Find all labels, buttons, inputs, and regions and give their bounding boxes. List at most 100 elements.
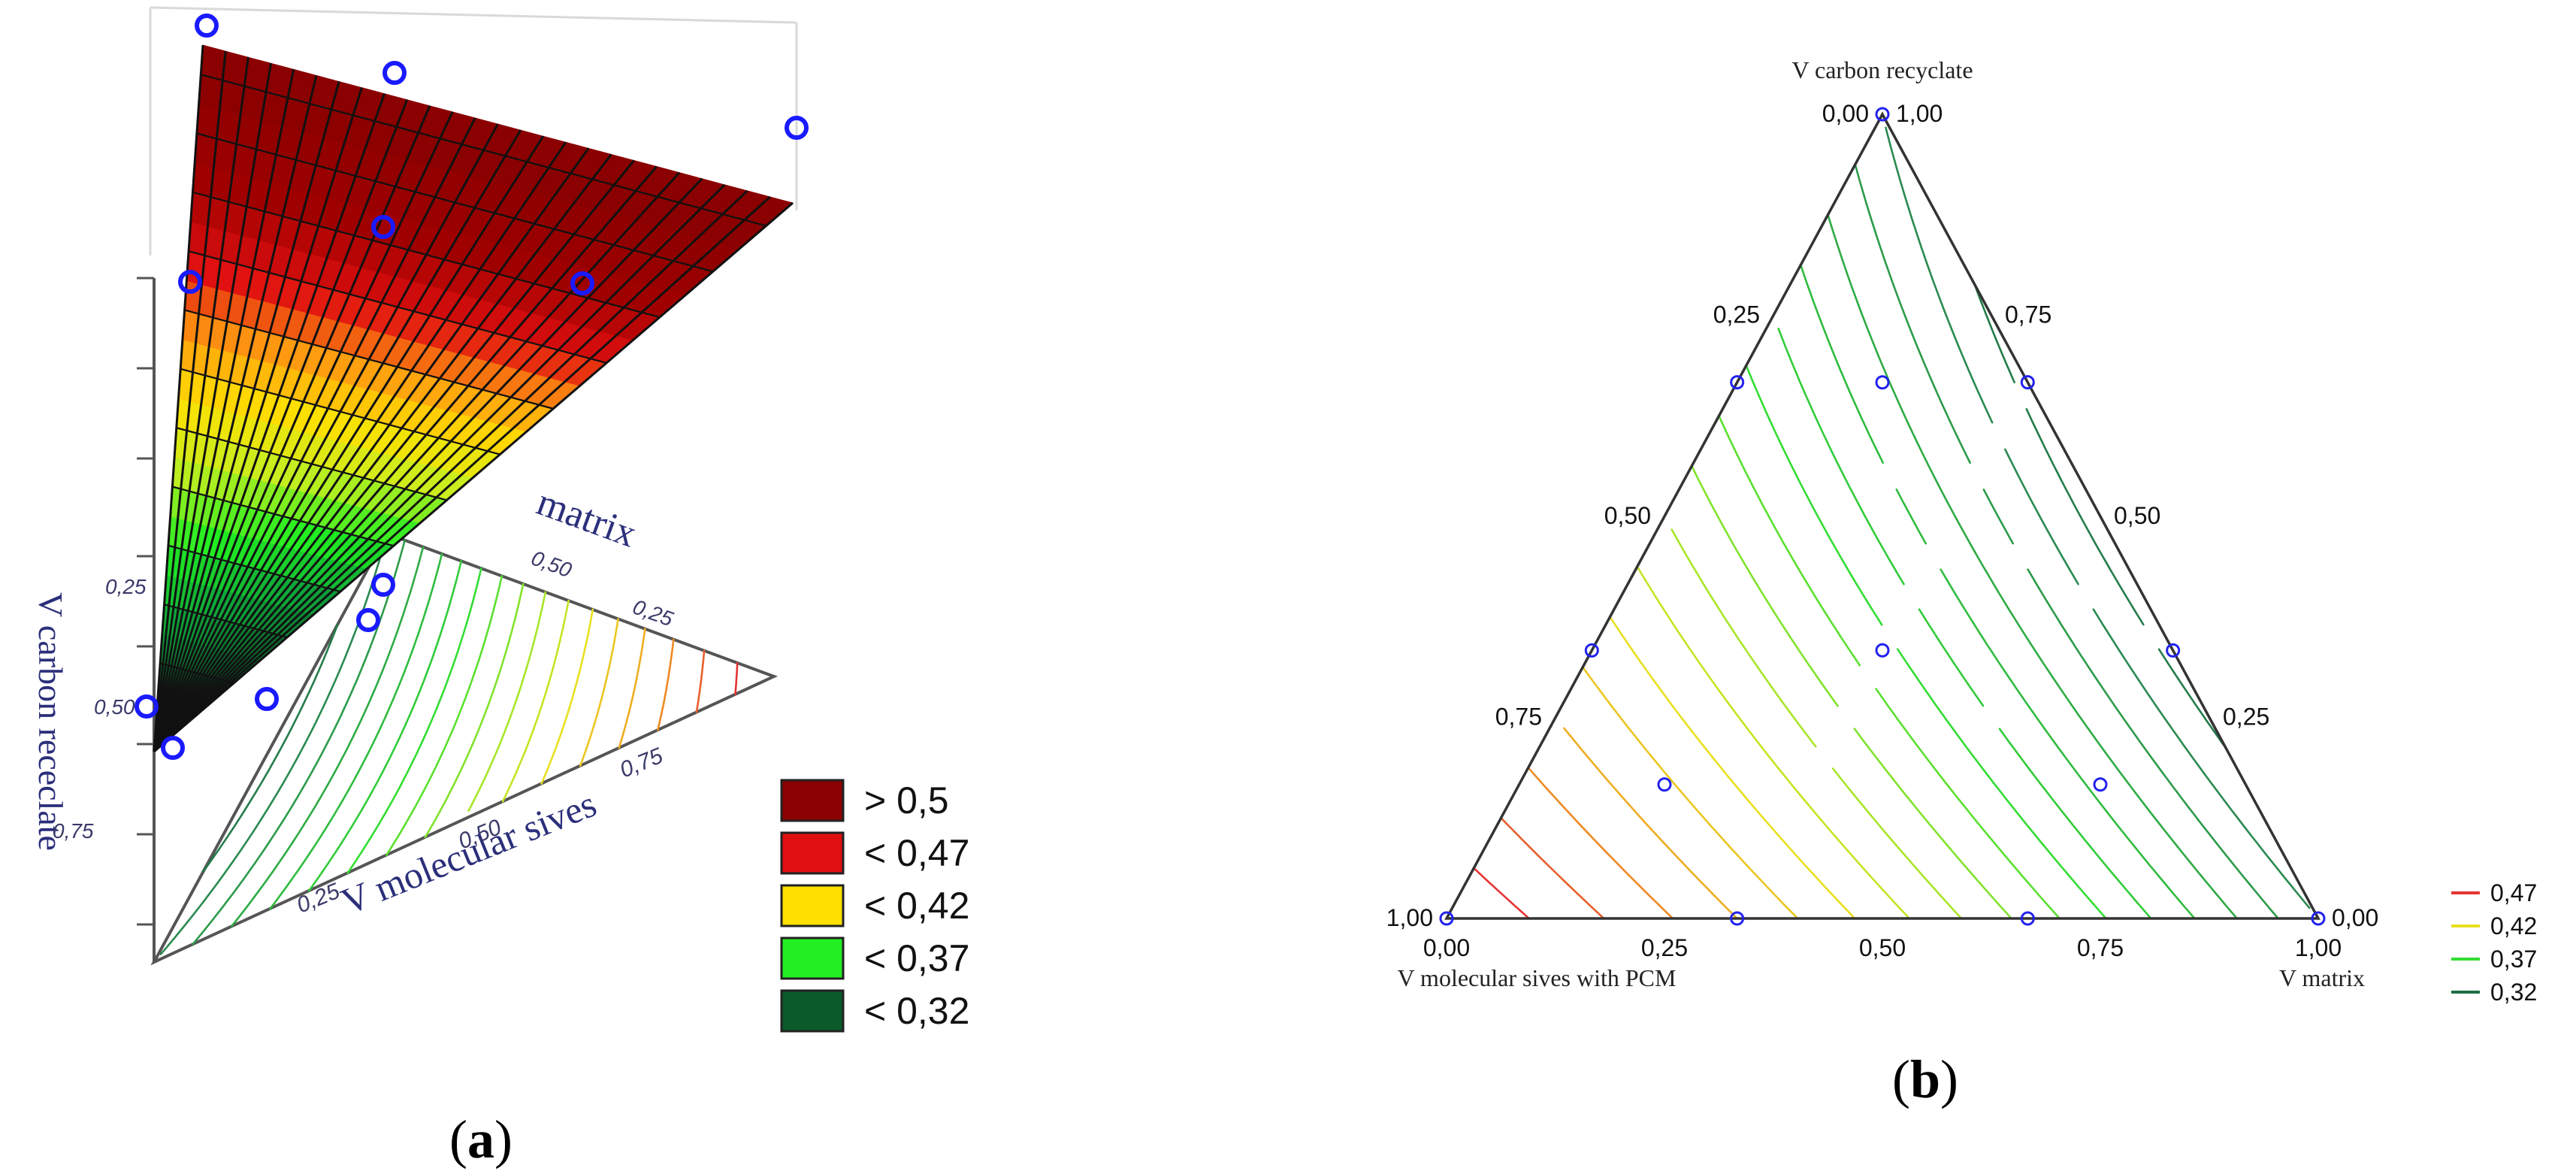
floor-contour-line: [579, 618, 619, 767]
vertex-left-label: V molecular sives with PCM: [1398, 964, 1677, 991]
surface-grid-line: [164, 604, 288, 638]
left-tick-label: 1,00: [1386, 904, 1433, 931]
floor-contour-line: [230, 546, 425, 927]
surface-grid-line: [153, 87, 363, 752]
surface-grid-line: [153, 153, 612, 752]
surface-grid-line: [153, 69, 295, 752]
design-point: [1584, 643, 1599, 658]
surface-grid-line: [156, 721, 181, 730]
right-tick-label: 0,25: [2223, 703, 2269, 731]
surface-grid-line: [180, 368, 500, 455]
legend-label: 0,42: [2490, 912, 2537, 940]
design-point: [1875, 375, 1890, 390]
y-axis-label: matrix: [531, 480, 642, 555]
surface-grid-line: [153, 99, 409, 752]
z-tick-label: 0,25: [105, 575, 147, 598]
floor-contour-line: [657, 638, 675, 731]
contour-line: [1827, 213, 2239, 920]
surface-grid-line: [153, 123, 499, 752]
floor-contour-line: [424, 582, 525, 839]
panel-label-a: (a): [449, 1109, 512, 1169]
floor-contour-line: [734, 661, 739, 696]
surface-grid-line: [153, 165, 658, 752]
right-tick-label: 0,00: [2332, 904, 2378, 931]
floor-contour-line: [467, 591, 547, 812]
design-point-3d: [785, 116, 809, 140]
z-tick-label: 0,50: [94, 695, 135, 719]
surface-grid-line: [153, 189, 748, 753]
design-point: [1730, 375, 1745, 390]
contour-line: [1527, 767, 1674, 920]
surface-grid-line: [153, 183, 726, 753]
legend-label: < 0,42: [864, 885, 969, 927]
surface-grid-line: [184, 309, 554, 410]
legend-swatch: [780, 884, 845, 927]
left-tick-label: 0,50: [1604, 502, 1651, 529]
ternary-contours: [1473, 126, 2311, 920]
legend-label: < 0,47: [864, 832, 969, 874]
floor-contour-line: [501, 599, 570, 803]
legend-swatch: [780, 936, 845, 980]
surface-grid-line: [153, 56, 249, 752]
contour-line: [1691, 464, 2012, 920]
box-edge: [150, 6, 797, 24]
legend-swatch: [780, 779, 845, 822]
design-point: [2020, 375, 2035, 390]
design-point-3d: [371, 215, 395, 239]
floor-contour-line: [269, 552, 443, 910]
surface-grid-line: [153, 105, 431, 752]
contour-line: [1885, 126, 2311, 909]
legend-label: 0,47: [2490, 879, 2537, 906]
surface-grid-line: [201, 74, 766, 227]
design-point: [1730, 911, 1745, 926]
contour-line: [1500, 817, 1605, 920]
z-tick-label: 0,75: [53, 819, 94, 843]
bottom-tick-label: 1,00: [2295, 934, 2342, 961]
design-point-3d: [371, 573, 395, 597]
panel-a-surface-plot: V carbon receclate V molecular sives mat…: [32, 6, 969, 1169]
surface-grid-line: [153, 62, 273, 752]
surface-grid-line: [153, 111, 454, 752]
right-tick-label: 1,00: [1896, 100, 1943, 127]
z-axis-label: V carbon receclate: [32, 592, 70, 851]
surface-grid-line: [153, 177, 703, 753]
panel-label-b: (b): [1892, 1049, 1958, 1109]
surface-grid-line: [153, 195, 771, 753]
left-tick-label: 0,00: [1822, 100, 1869, 127]
legend-swatch: [780, 989, 845, 1033]
contour-line: [1473, 867, 1530, 920]
surface-grid-line: [153, 129, 522, 752]
floor-contour-line: [192, 539, 406, 946]
left-tick-label: 0,25: [1713, 301, 1760, 328]
floor-contour-line: [202, 623, 339, 873]
panel-b-ternary-plot: 0,00 0,25 0,50 0,75 1,00 1,00 0,75 0,50 0,25 0,00…: [1386, 56, 2538, 1109]
design-point: [1439, 911, 1454, 926]
surface-grid-line: [153, 147, 590, 752]
contour-line: [1582, 666, 1799, 920]
floor-contour-line: [346, 567, 482, 874]
contour-line: [1800, 264, 2196, 920]
design-point-3d: [255, 687, 279, 711]
surface-grid-line: [196, 132, 714, 273]
floor-contour-line: [308, 560, 463, 892]
surface-grid-line: [153, 159, 635, 752]
surface-grid-line: [172, 486, 395, 547]
ternary-triangle: [1444, 111, 2321, 920]
response-surface: [153, 44, 794, 753]
vertex-top-label: V carbon recyclate: [1791, 56, 1973, 83]
left-tick-label: 0,75: [1495, 703, 1542, 731]
floor-contour-line: [385, 575, 503, 856]
design-point: [1875, 107, 1890, 122]
surface-grid-line: [153, 201, 794, 753]
legend-label: < 0,37: [864, 937, 969, 979]
y-tick-label: 0,50: [528, 546, 575, 582]
surface-grid-line: [153, 93, 385, 752]
bottom-tick-label: 0,25: [1641, 934, 1688, 961]
bottom-tick-label: 0,50: [1859, 934, 1906, 961]
surface-grid-line: [188, 250, 607, 364]
design-point: [2093, 777, 2108, 792]
contour-line: [1609, 616, 1856, 920]
contour-line: [1670, 528, 1963, 920]
surface-grid-line: [192, 191, 661, 319]
contour-line: [1777, 328, 2152, 920]
